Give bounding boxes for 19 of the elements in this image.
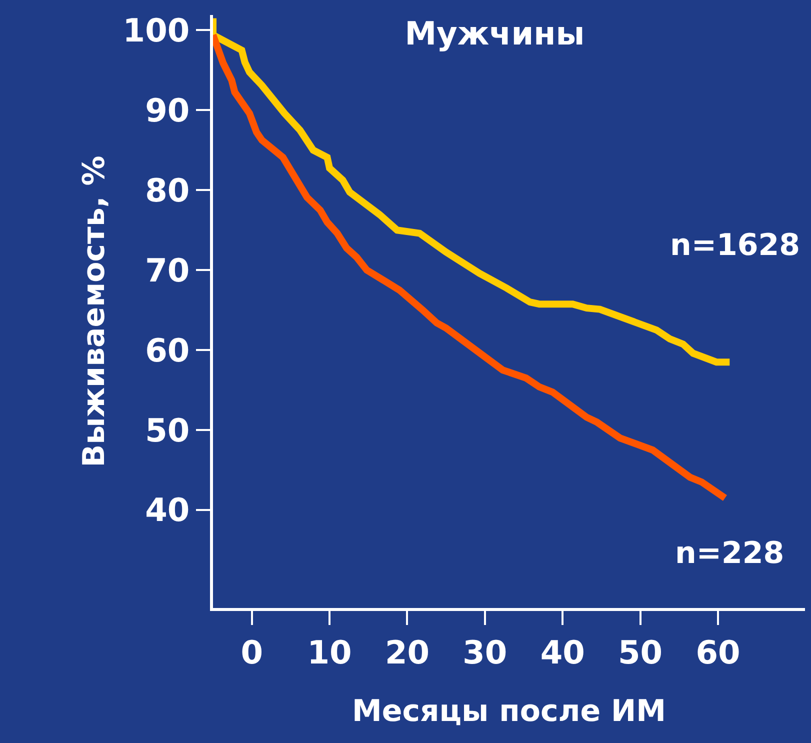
y-tick-label: 80 (145, 171, 190, 210)
y-tick-label: 60 (145, 331, 190, 370)
x-tick-label: 0 (240, 633, 263, 672)
y-tick-label: 70 (145, 251, 190, 290)
y-tick-label: 100 (122, 11, 190, 50)
text: n=1628 (670, 228, 800, 263)
x-tick-label: 20 (384, 633, 430, 672)
x-tick-label: 60 (696, 633, 740, 672)
series-label: n=228 (675, 536, 784, 571)
x-tick-label: 30 (462, 633, 508, 672)
x-tick-label: 50 (618, 633, 663, 672)
y-axis-title: Выживаемость, % (76, 156, 112, 468)
y-tick-label: 50 (145, 411, 190, 450)
chart-title: Мужчины (404, 14, 585, 53)
x-axis-title: Месяцы после ИМ (352, 694, 666, 729)
y-tick-label: 40 (145, 491, 190, 530)
y-tick-label: 90 (145, 91, 190, 130)
x-tick-label: 10 (307, 633, 352, 672)
x-tick-label: 40 (540, 633, 585, 672)
